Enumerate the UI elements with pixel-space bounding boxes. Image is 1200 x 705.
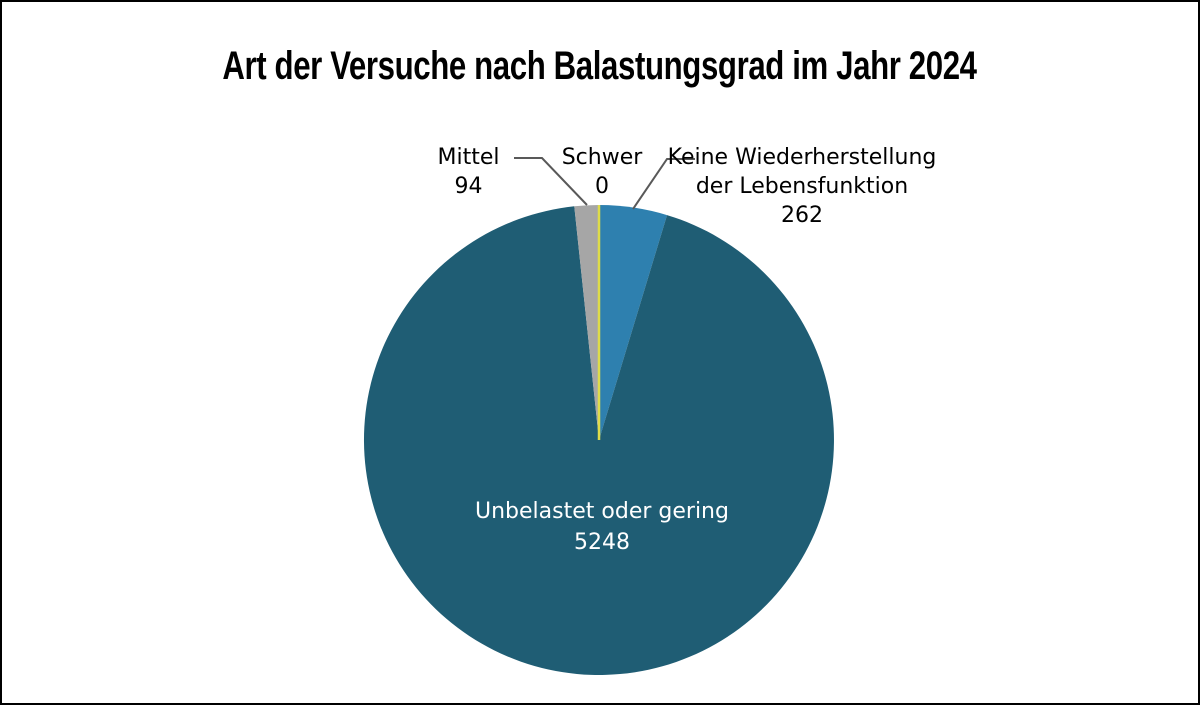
slice-label-keine-wiederherstellung: Keine Wiederherstellung der Lebensfunkti… (654, 143, 950, 230)
chart-title-text: Art der Versuche nach Balastungsgrad im … (222, 44, 978, 88)
slice-label-unbelastet-value: 5248 (574, 530, 630, 555)
leader-line-mittel (514, 157, 588, 206)
chart-title: Art der Versuche nach Balastungsgrad im … (2, 44, 1198, 89)
slice-label-schwer-name: Schwer (561, 145, 643, 170)
slice-label-mittel: Mittel 94 (396, 143, 541, 201)
slice-label-mittel-value: 94 (454, 174, 483, 199)
slice-label-unbelastet-name: Unbelastet oder gering (475, 499, 729, 524)
slice-label-keine-line1: Keine Wiederherstellung (667, 145, 937, 170)
slice-label-schwer: Schwer 0 (532, 143, 672, 201)
slice-label-keine-value: 262 (781, 203, 823, 228)
slice-label-mittel-name: Mittel (437, 145, 500, 170)
pie-slice-keine-wiederherstellung (599, 205, 668, 440)
pie-slice-mittel (574, 204, 599, 440)
slice-label-schwer-value: 0 (595, 174, 609, 199)
slice-label-keine-line2: der Lebensfunktion (695, 174, 909, 199)
slice-label-unbelastet: Unbelastet oder gering 5248 (457, 496, 747, 558)
leader-line-keine-wiederherstellung (632, 158, 695, 210)
pie-slice-unbelastet-oder-gering (363, 206, 834, 675)
